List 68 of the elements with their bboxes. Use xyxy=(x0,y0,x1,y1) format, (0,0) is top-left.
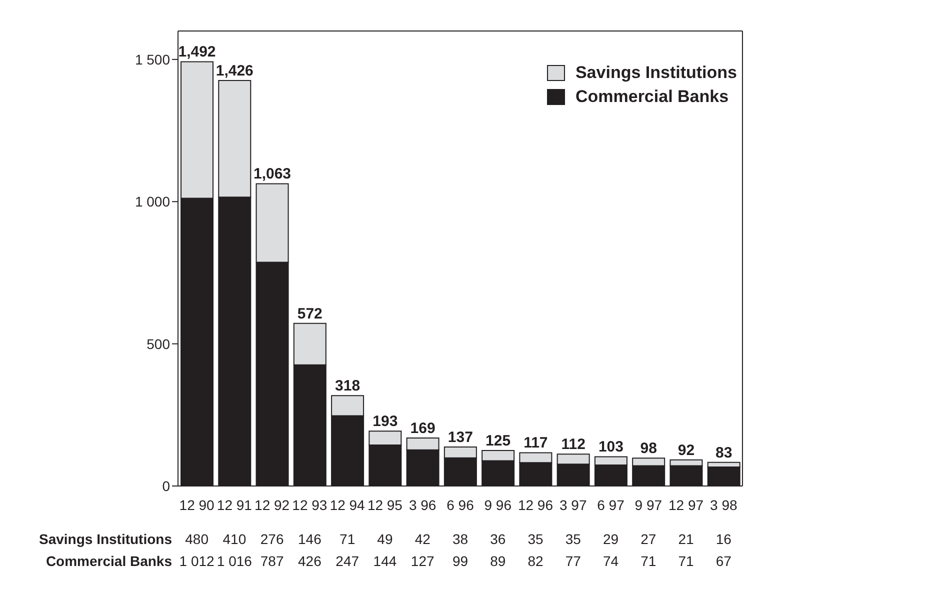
data-label: 74 xyxy=(602,553,619,569)
data-label: 35 xyxy=(565,531,582,547)
x-tick-label: 6 97 xyxy=(597,497,625,513)
data-label: 16 xyxy=(716,531,732,547)
x-tick-label: 9 96 xyxy=(484,497,512,513)
total-label: 572 xyxy=(297,305,322,322)
total-label: 98 xyxy=(640,440,657,458)
y-tick-label: 0 xyxy=(162,478,170,494)
y-tick-label: 1 000 xyxy=(134,194,170,210)
x-tick-label: 12 94 xyxy=(330,497,366,513)
text: Commercial Banks xyxy=(46,553,172,569)
data-label: 21 xyxy=(678,531,694,547)
x-tick-label: 6 96 xyxy=(446,497,474,513)
total-label: 1,426 xyxy=(216,62,254,80)
total-label: 193 xyxy=(372,413,398,430)
data-label: 42 xyxy=(414,531,431,547)
data-label: 49 xyxy=(377,531,393,547)
data-label: 410 xyxy=(222,531,246,547)
data-label: 71 xyxy=(678,553,694,569)
data-label: 71 xyxy=(640,553,656,569)
data-label: 36 xyxy=(490,531,506,547)
legend-label: Commercial Banks xyxy=(575,87,729,107)
total-label: 137 xyxy=(448,429,473,446)
data-label: 247 xyxy=(336,553,360,569)
x-tick-label: 12 97 xyxy=(668,497,704,513)
data-label: 99 xyxy=(452,553,468,569)
data-label: 1 012 xyxy=(179,553,215,569)
total-label: 103 xyxy=(598,438,624,456)
total-label: 318 xyxy=(335,378,360,395)
data-label: 27 xyxy=(640,531,656,547)
data-label: 144 xyxy=(373,553,397,569)
x-tick-label: 12 91 xyxy=(216,497,252,513)
total-label: 1,492 xyxy=(178,44,216,61)
data-label: 71 xyxy=(340,531,356,547)
data-label: 426 xyxy=(298,553,322,569)
total-label: 83 xyxy=(716,444,732,462)
total-label: 92 xyxy=(678,442,695,459)
data-label: 146 xyxy=(298,531,322,547)
total-label: 1,063 xyxy=(254,166,292,183)
x-tick-label: 3 98 xyxy=(710,497,738,513)
x-tick-label: 12 93 xyxy=(292,497,328,513)
data-label: 787 xyxy=(260,553,284,569)
x-tick-label: 3 96 xyxy=(408,497,436,513)
total-label: 125 xyxy=(486,432,511,450)
total-label: 169 xyxy=(410,420,436,437)
data-label: 89 xyxy=(490,553,506,569)
data-label: 127 xyxy=(410,553,434,569)
data-label: 77 xyxy=(565,553,582,569)
data-label: 29 xyxy=(602,531,619,547)
x-tick-label: 3 97 xyxy=(560,497,587,513)
data-label: 480 xyxy=(185,531,209,547)
data-label: 82 xyxy=(528,553,544,569)
data-label: 1 016 xyxy=(216,553,252,569)
x-tick-label: 12 95 xyxy=(367,497,403,513)
data-label: 67 xyxy=(716,553,732,569)
text: Savings Institutions xyxy=(38,531,172,547)
x-tick-label: 12 92 xyxy=(254,497,290,513)
total-label: 112 xyxy=(561,436,586,454)
legend-label: Savings Institutions xyxy=(575,63,737,83)
data-label: 276 xyxy=(260,531,284,547)
total-label: 117 xyxy=(524,434,548,452)
y-tick-label: 500 xyxy=(146,336,170,352)
data-label: 38 xyxy=(452,531,468,547)
x-tick-label: 12 96 xyxy=(518,497,554,513)
x-tick-label: 12 90 xyxy=(179,497,215,513)
x-tick-label: 9 97 xyxy=(634,497,662,513)
data-label: 35 xyxy=(528,531,544,547)
y-tick-label: 1 500 xyxy=(134,51,170,68)
